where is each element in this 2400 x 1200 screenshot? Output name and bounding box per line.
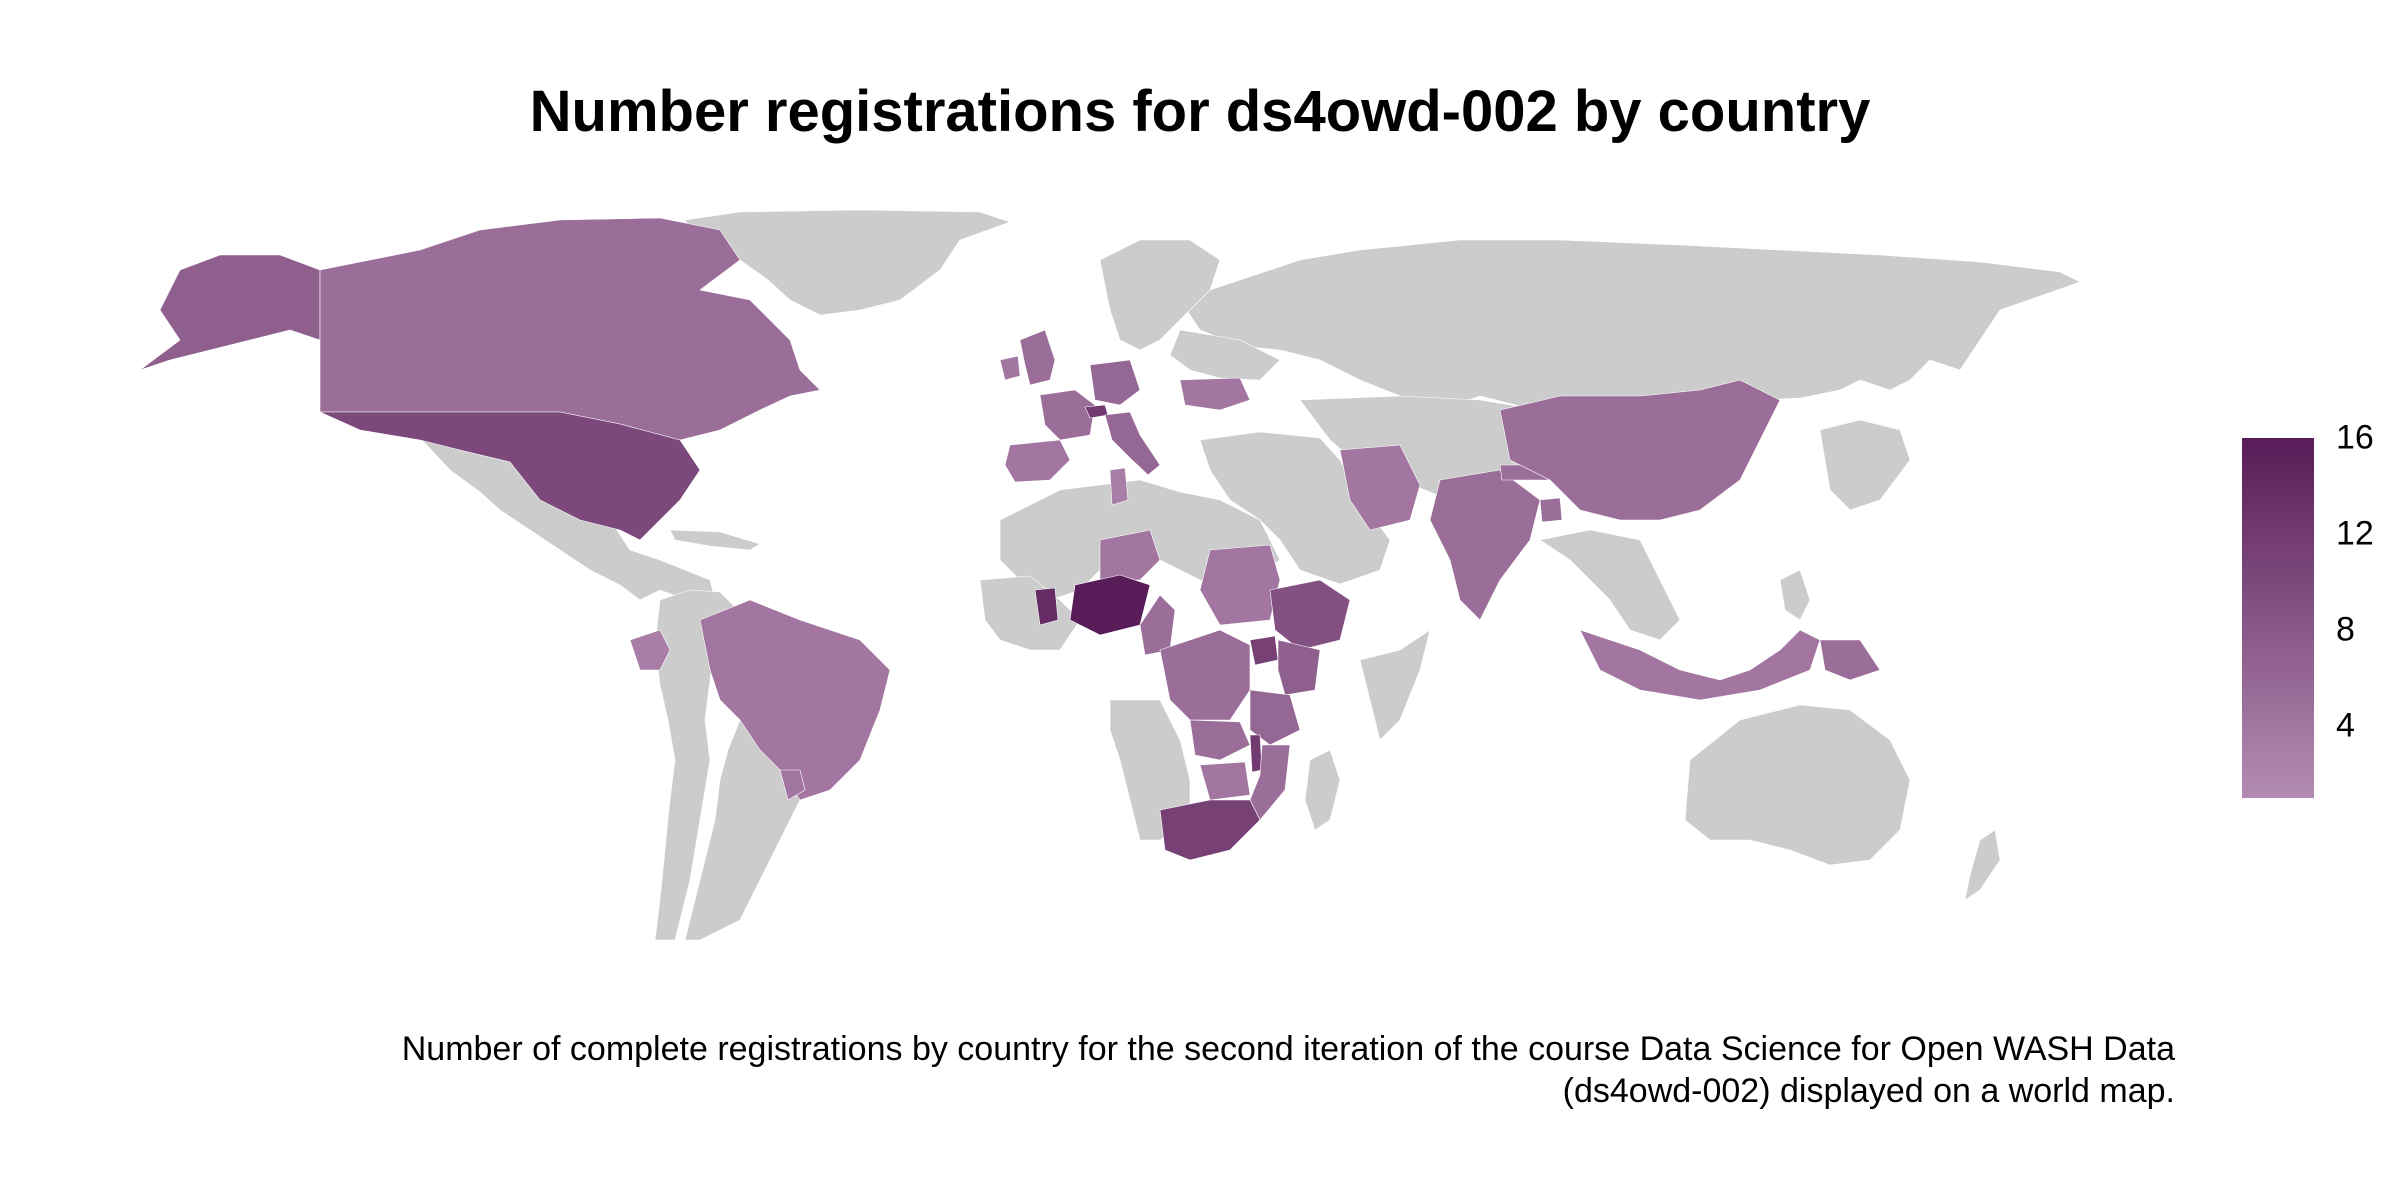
countries-with-data: [139, 217, 1881, 861]
country-sudan: [1199, 544, 1281, 626]
legend-tick-label: 12: [2336, 514, 2374, 553]
country-iran: [1339, 444, 1421, 531]
legend-tick-mark: [2314, 725, 2322, 727]
new-zealand: [1964, 829, 2001, 901]
country-zambia: [1189, 719, 1251, 761]
country-ecuador: [629, 629, 671, 671]
country-south-africa: [1159, 799, 1261, 861]
country-brazil: [699, 599, 891, 801]
legend-colorbar: [2242, 438, 2314, 798]
scandinavia: [1099, 239, 1221, 351]
country-zimbabwe: [1199, 761, 1251, 801]
country-germany: [1089, 359, 1141, 406]
greenland: [684, 209, 1011, 316]
country-alaska: [139, 254, 321, 371]
country-niger: [1099, 529, 1161, 581]
country-uruguay: [779, 769, 806, 801]
angola-namibia: [1109, 699, 1191, 841]
country-ireland: [999, 355, 1021, 381]
country-india: [1429, 469, 1541, 621]
country-bangladesh: [1539, 497, 1563, 523]
country-united-kingdom: [1019, 329, 1056, 386]
legend-gradient: [2242, 438, 2314, 798]
country-china: [1499, 379, 1781, 521]
caption-line-1: Number of complete registrations by coun…: [401, 1030, 2175, 1068]
country-ethiopia: [1269, 579, 1351, 651]
country-malawi: [1249, 734, 1263, 773]
country-kenya: [1277, 639, 1321, 696]
madagascar: [1304, 749, 1341, 831]
country-indonesia: [1579, 629, 1821, 701]
legend-tick-label: 4: [2336, 706, 2355, 745]
japan-korea: [1819, 419, 1911, 511]
country-france: [1039, 389, 1096, 441]
world-map: [139, 209, 2081, 941]
west-africa-rest: [979, 575, 1081, 651]
legend-tick-label: 8: [2336, 610, 2355, 649]
country-united-states: [319, 411, 701, 541]
country-nigeria: [1069, 574, 1151, 636]
country-dr-congo: [1159, 629, 1251, 721]
legend-tick-mark: [2314, 437, 2322, 439]
country-ukraine: [1179, 377, 1251, 411]
country-italy: [1104, 411, 1161, 476]
map-caption: Number of complete registrations by coun…: [220, 1028, 2175, 1112]
country-tanzania: [1249, 689, 1301, 746]
country-papua-new-guinea: [1819, 639, 1881, 681]
country-spain: [1004, 439, 1071, 483]
legend-tick-mark: [2314, 533, 2322, 535]
horn-somalia: [1359, 629, 1431, 741]
legend-tick-label: 16: [2336, 418, 2374, 457]
turkey-middle-east: [1199, 431, 1391, 585]
russia: [1179, 239, 2081, 411]
philippines: [1779, 569, 1811, 621]
caption-line-2: (ds4owd-002) displayed on a world map.: [1562, 1072, 2175, 1110]
country-uganda: [1249, 635, 1279, 666]
country-cameroon: [1139, 594, 1176, 656]
caribbean: [669, 529, 761, 551]
legend-tick-mark: [2314, 629, 2322, 631]
country-ghana: [1034, 587, 1059, 626]
southeast-asia: [1539, 529, 1681, 641]
map-title: Number registrations for ds4owd-002 by c…: [529, 79, 1871, 144]
australia: [1684, 704, 1911, 866]
country-tunisia: [1109, 467, 1129, 506]
